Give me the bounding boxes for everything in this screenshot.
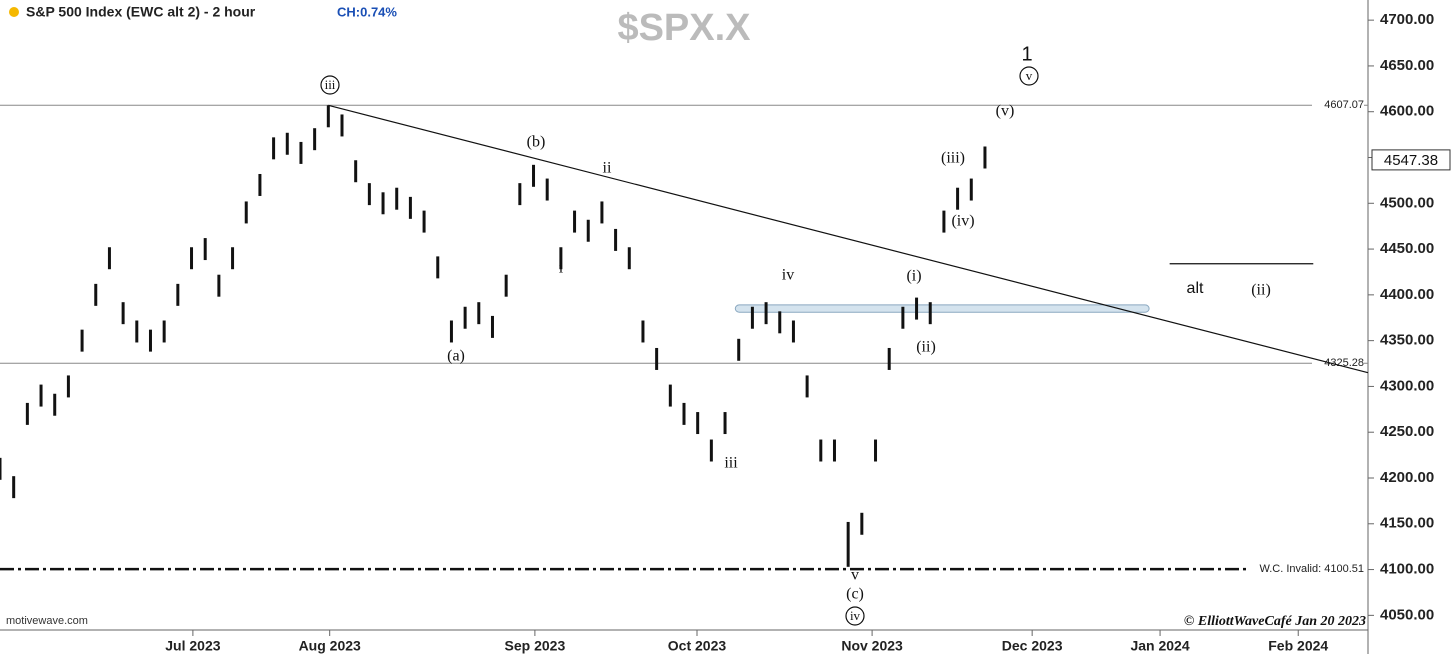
y-tick-label: 4250.00 <box>1380 423 1434 440</box>
y-tick-label: 4400.00 <box>1380 286 1434 303</box>
x-tick-label: Sep 2023 <box>505 638 566 654</box>
source: motivewave.com <box>6 615 88 627</box>
x-tick-label: Oct 2023 <box>668 638 727 654</box>
x-tick-label: Jan 2024 <box>1130 638 1189 654</box>
wave-label: (a) <box>447 348 465 365</box>
y-tick-label: 4150.00 <box>1380 515 1434 532</box>
wave-label: iii <box>724 455 738 472</box>
x-tick-label: Jul 2023 <box>165 638 220 654</box>
wave-label: (i) <box>906 268 921 285</box>
wave-label: 1 <box>1021 43 1032 65</box>
x-tick-label: Dec 2023 <box>1002 638 1063 654</box>
level-label: W.C. Invalid: 4100.51 <box>1259 563 1364 575</box>
wave-label: (v) <box>996 103 1015 120</box>
wave-label: i <box>559 260 564 277</box>
level-label-bg <box>1246 561 1364 578</box>
chart-title: S&P 500 Index (EWC alt 2) - 2 hour <box>26 4 256 20</box>
y-tick-label: 4100.00 <box>1380 561 1434 578</box>
copyright: © ElliottWaveCafé Jan 20 2023 <box>1184 614 1366 629</box>
wave-label: (iv) <box>951 213 974 230</box>
level-label: 4607.07 <box>1324 99 1364 111</box>
x-tick-label: Feb 2024 <box>1268 638 1328 654</box>
wave-label: iv <box>782 267 794 284</box>
y-tick-label: 4300.00 <box>1380 377 1434 394</box>
wave-label: (ii) <box>916 339 936 356</box>
level-label: 4325.28 <box>1324 357 1364 369</box>
level-label-bg <box>1312 355 1364 372</box>
wave-label: v <box>1026 68 1033 83</box>
y-tick-label: 4700.00 <box>1380 11 1434 28</box>
trendline <box>328 104 1369 374</box>
y-tick-label: 4650.00 <box>1380 57 1434 74</box>
zone <box>734 304 1150 313</box>
x-tick-label: Nov 2023 <box>841 638 903 654</box>
wave-label: iv <box>850 608 861 623</box>
symbol-watermark: $SPX.X <box>617 7 751 49</box>
y-tick-label: 4500.00 <box>1380 194 1434 211</box>
y-tick-label: 4600.00 <box>1380 103 1434 120</box>
level-label-bg <box>1312 97 1364 114</box>
wave-label: (b) <box>527 134 546 151</box>
wave-circle <box>845 606 865 626</box>
wave-circle <box>320 75 340 95</box>
y-tick-label: 4200.00 <box>1380 469 1434 486</box>
change: CH:0.74% <box>337 4 397 19</box>
x-tick-label: Aug 2023 <box>299 638 361 654</box>
last-price-label: 4547.38 <box>1384 152 1438 169</box>
wave-label: ii <box>603 160 612 177</box>
wave-label: v <box>851 567 859 584</box>
wave-label: iii <box>325 77 336 92</box>
wave-label: (c) <box>846 586 864 603</box>
wave-label: alt <box>1187 280 1204 297</box>
status-dot <box>9 7 19 17</box>
y-tick-label: 4350.00 <box>1380 332 1434 349</box>
wave-circle <box>1019 66 1039 86</box>
y-tick-label: 4450.00 <box>1380 240 1434 257</box>
y-tick-label: 4050.00 <box>1380 606 1434 623</box>
wave-label: (iii) <box>941 150 965 167</box>
wave-label: (ii) <box>1251 282 1271 299</box>
last-price-box <box>1371 149 1451 171</box>
